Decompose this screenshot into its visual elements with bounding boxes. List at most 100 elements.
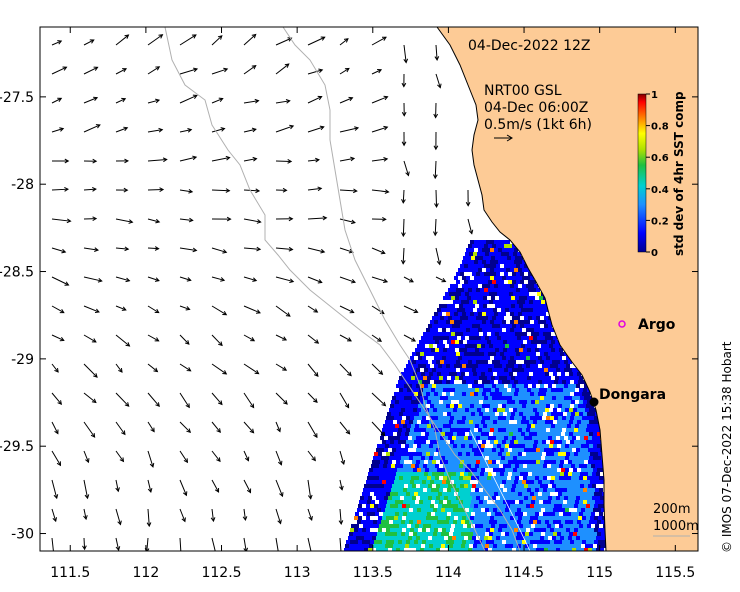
sst-cell [473,292,477,296]
sst-cell [594,416,598,420]
current-vector [243,392,255,408]
sst-cell [447,348,451,352]
sst-cell [534,364,538,368]
sst-cell [455,464,459,468]
current-vector [275,421,281,432]
sst-cell [494,428,498,432]
sst-cell [512,460,516,464]
sst-cell [547,400,551,404]
sst-cell [539,296,543,300]
sst-cell [416,396,420,400]
sst-cell [397,444,401,448]
sst-cell [580,548,584,551]
sst-cell [410,440,414,444]
sst-cell [478,416,482,420]
current-vector [339,305,354,314]
sst-cell [585,544,589,548]
sst-cell [474,452,478,456]
sst-cell [407,464,411,468]
sst-cell [508,536,512,540]
current-vector-head [218,341,223,347]
sst-cell [453,344,457,348]
sst-cell [452,448,456,452]
current-vector-head [242,516,248,522]
sst-cell [566,492,570,496]
current-vector [434,218,437,236]
current-vector [371,69,382,75]
sst-cell [573,432,577,436]
sst-cell [558,516,562,520]
sst-cell [498,328,502,332]
sst-cell [428,396,432,400]
sst-cell [530,428,534,432]
sst-cell [535,376,539,380]
sst-cell [466,364,470,368]
sst-cell [489,544,493,548]
sst-cell [509,444,513,448]
sst-cell [554,392,558,396]
sst-cell [529,520,533,524]
sst-cell [458,328,462,332]
sst-cell [490,452,494,456]
sst-cell [591,476,595,480]
sst-cell [485,432,489,436]
sst-cell [510,380,514,384]
sst-cell [370,480,374,484]
sst-cell [521,408,525,412]
current-vector [83,479,89,499]
sst-cell [422,516,426,520]
sst-cell [593,408,597,412]
sst-cell [483,304,487,308]
current-vector [211,392,223,405]
sst-cell [599,512,603,516]
sst-cell [387,512,391,516]
sst-cell [446,516,450,520]
sst-cell [491,512,495,516]
sst-cell [434,440,438,444]
y-tick-label: -29 [11,352,34,368]
sst-cell [584,484,588,488]
sst-cell [509,308,513,312]
current-vector [83,66,98,75]
sst-cell [526,452,530,456]
sst-cell [523,412,527,416]
sst-cell [419,340,423,344]
sst-cell [450,452,454,456]
sst-cell [449,444,453,448]
current-vector [371,334,382,342]
sst-cell [417,432,421,436]
sst-cell [594,516,598,520]
sst-cell [449,308,453,312]
sst-cell [355,524,359,528]
sst-cell [403,476,407,480]
sst-cell [574,416,578,420]
sst-cell [438,492,442,496]
sst-cell [405,520,409,524]
sst-cell [438,428,442,432]
sst-cell [376,472,380,476]
reference-arrow [494,134,513,142]
sst-cell [419,464,423,468]
sst-cell [456,496,460,500]
sst-cell [391,524,395,528]
sst-cell [532,368,536,372]
current-vector [402,189,405,203]
sst-cell [494,392,498,396]
sst-cell [550,452,554,456]
sst-cell [515,388,519,392]
sst-cell [552,496,556,500]
sst-cell [445,520,449,524]
sst-cell [531,476,535,480]
sst-cell [575,412,579,416]
sst-cell [537,420,541,424]
sst-cell [425,468,429,472]
sst-cell [568,536,572,540]
sst-cell [577,432,581,436]
current-vector [275,537,279,551]
sst-cell [421,408,425,412]
sst-cell [559,388,563,392]
current-vector-head [347,337,352,342]
current-vector-head [54,429,59,435]
sst-cell [407,424,411,428]
y-tick-label: -30 [11,527,34,543]
